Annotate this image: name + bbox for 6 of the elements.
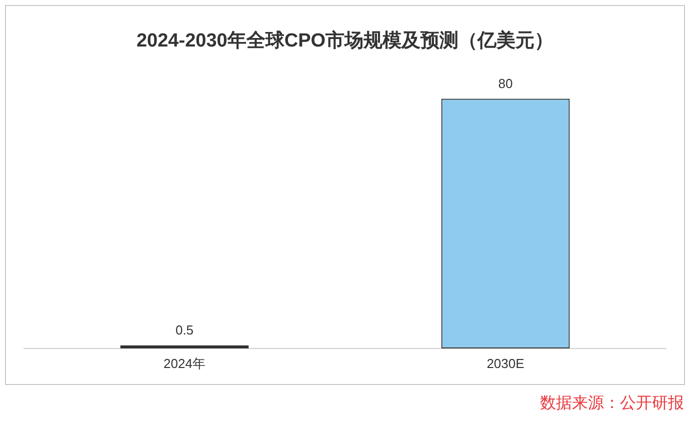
x-tick-label: 2030E <box>486 356 525 371</box>
chart-title: 2024-2030年全球CPO市场规模及预测（亿美元） <box>136 30 554 52</box>
data-label: 0.5 <box>175 322 194 338</box>
source-note: 数据来源：公开研报 <box>540 394 684 414</box>
x-tick-label: 2024年 <box>164 356 206 371</box>
data-label: 80 <box>498 76 513 91</box>
